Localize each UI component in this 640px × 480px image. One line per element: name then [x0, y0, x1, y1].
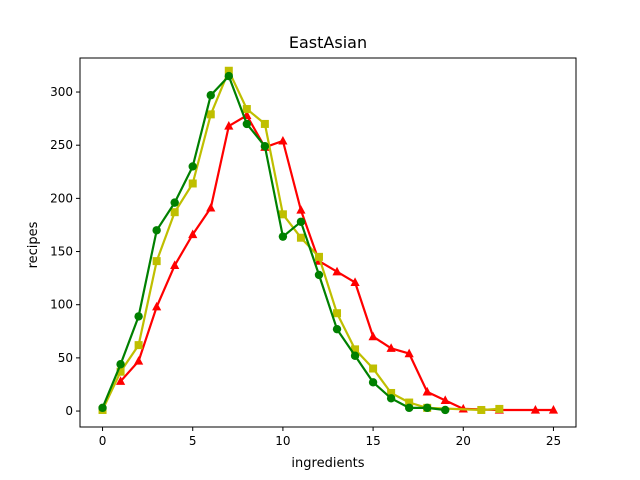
data-point	[314, 252, 323, 261]
data-point	[440, 395, 450, 405]
data-point	[333, 309, 342, 318]
data-point	[405, 398, 414, 407]
data-point	[242, 105, 251, 114]
data-point	[242, 119, 252, 129]
y-tick-label: 250	[50, 138, 73, 152]
data-point	[152, 301, 162, 311]
data-point	[115, 376, 126, 385]
y-tick-label: 200	[50, 191, 73, 205]
x-tick-label: 0	[99, 434, 107, 448]
data-point	[98, 403, 107, 413]
x-tick-label: 15	[365, 434, 380, 448]
y-tick-label: 50	[58, 351, 73, 365]
data-point	[170, 198, 179, 207]
data-point	[332, 266, 342, 276]
data-point	[332, 324, 342, 334]
data-point	[116, 367, 125, 376]
data-point	[134, 312, 143, 321]
data-point	[260, 119, 269, 128]
series-triangle	[115, 110, 559, 414]
data-point	[188, 229, 198, 239]
data-point	[548, 404, 559, 414]
data-point	[260, 142, 270, 151]
data-point	[206, 202, 216, 212]
data-point	[387, 388, 396, 397]
data-point	[530, 404, 541, 414]
data-point	[134, 356, 144, 365]
data-point	[278, 210, 287, 219]
x-tick-label: 10	[275, 434, 290, 448]
data-point	[351, 345, 360, 354]
plot-area: 0 5 10 15 20 25 0 50 100 150 200 250 300	[50, 57, 577, 448]
series-circle	[98, 71, 450, 415]
series-layer	[98, 66, 559, 415]
data-point	[314, 270, 324, 280]
data-point	[386, 394, 396, 403]
chart-title: EastAsian	[289, 33, 367, 52]
x-axis-ticks: 0 5 10 15 20 25	[99, 427, 561, 448]
data-point	[206, 91, 215, 100]
data-point	[350, 277, 360, 286]
data-point	[369, 364, 378, 373]
x-tick-label: 20	[456, 434, 471, 448]
data-point	[188, 162, 197, 171]
series-square	[98, 66, 504, 414]
x-tick-label: 25	[546, 434, 561, 448]
y-tick-label: 100	[50, 298, 73, 312]
data-point	[404, 403, 414, 413]
data-point	[441, 405, 450, 415]
plot-frame	[79, 57, 577, 428]
data-point	[116, 360, 125, 369]
x-tick-label: 5	[189, 434, 197, 448]
data-point	[368, 331, 378, 341]
data-point	[134, 341, 143, 350]
data-point	[152, 226, 161, 235]
y-axis-label: recipes	[26, 221, 41, 268]
data-point	[170, 260, 180, 269]
data-point	[224, 66, 233, 75]
data-point	[423, 403, 432, 413]
data-point	[224, 71, 233, 81]
y-tick-label: 150	[50, 245, 73, 259]
data-point	[296, 205, 306, 214]
data-point	[404, 348, 414, 358]
data-point	[170, 208, 179, 217]
data-point	[188, 179, 197, 188]
data-point	[368, 378, 378, 387]
data-point	[278, 135, 288, 145]
data-point	[152, 257, 161, 266]
data-point	[206, 110, 215, 119]
data-point	[296, 217, 306, 226]
data-point	[278, 232, 288, 241]
data-point	[495, 404, 504, 413]
data-point	[386, 343, 396, 352]
y-tick-label: 0	[65, 404, 73, 418]
data-point	[296, 233, 305, 242]
data-point	[224, 121, 234, 130]
y-axis-ticks: 0 50 100 150 200 250 300	[50, 85, 80, 418]
x-axis-label: ingredients	[291, 456, 364, 471]
data-point	[477, 405, 486, 414]
data-point	[350, 351, 360, 360]
data-point	[422, 386, 432, 396]
y-tick-label: 300	[50, 85, 73, 99]
